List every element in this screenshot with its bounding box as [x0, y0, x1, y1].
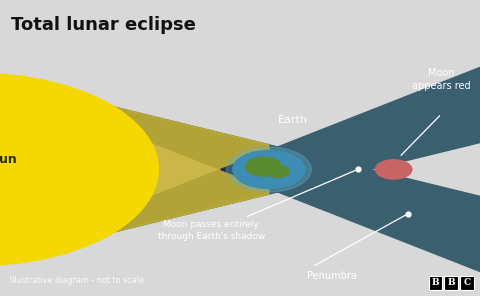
Text: Sun: Sun — [0, 153, 17, 166]
Text: B: B — [447, 278, 455, 287]
Text: Total lunar eclipse: Total lunar eclipse — [11, 16, 195, 34]
Circle shape — [266, 165, 289, 177]
Polygon shape — [220, 150, 269, 189]
FancyBboxPatch shape — [429, 276, 442, 290]
FancyBboxPatch shape — [444, 276, 458, 290]
Text: Illustrative diagram - not to scale: Illustrative diagram - not to scale — [10, 276, 144, 285]
Text: Earth: Earth — [278, 115, 308, 125]
Text: Penumbra: Penumbra — [307, 271, 357, 281]
Polygon shape — [0, 73, 269, 266]
Text: Moon passes entirely
through Earth's shadow: Moon passes entirely through Earth's sha… — [157, 220, 265, 241]
Polygon shape — [0, 64, 480, 266]
Text: B: B — [432, 278, 439, 287]
Polygon shape — [0, 73, 480, 275]
Circle shape — [0, 73, 158, 266]
Text: C: C — [464, 278, 470, 287]
Circle shape — [233, 150, 305, 189]
Text: Moon
appears red: Moon appears red — [412, 68, 471, 91]
Circle shape — [245, 157, 281, 176]
Circle shape — [227, 147, 312, 192]
Circle shape — [375, 160, 412, 179]
FancyBboxPatch shape — [460, 276, 474, 290]
